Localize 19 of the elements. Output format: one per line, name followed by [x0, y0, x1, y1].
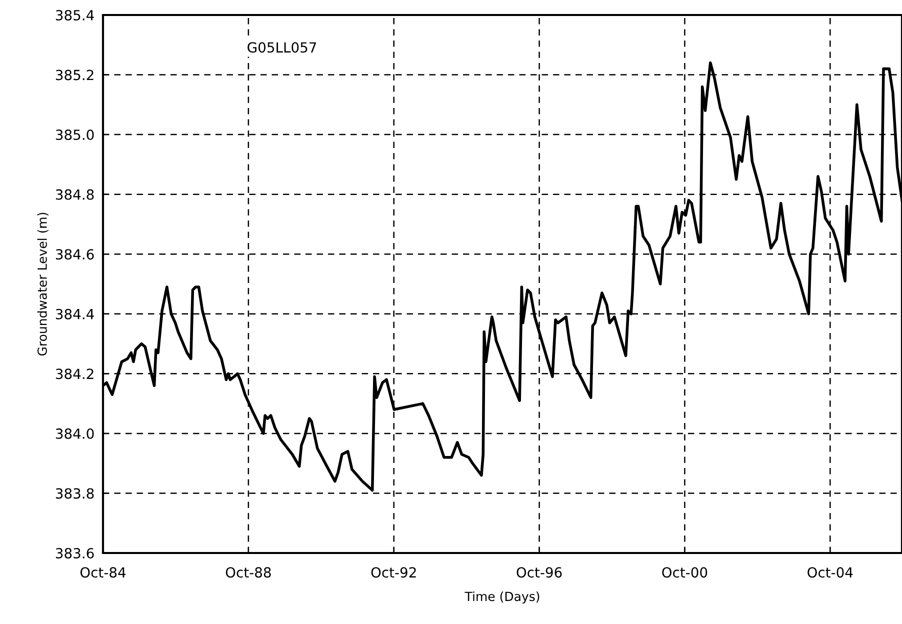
x-tick-label: Oct-88	[226, 567, 271, 578]
annotation: G05LL057	[248, 42, 316, 53]
y-tick-label: 384.8	[56, 189, 94, 200]
x-axis-title: Time (Days)	[464, 591, 540, 604]
y-tick-label: 384.6	[56, 249, 94, 260]
y-tick-label: 385.2	[56, 70, 94, 80]
y-tick-label: 385.4	[56, 10, 94, 20]
x-tick-label: Oct-92	[371, 567, 416, 578]
y-axis-title: Groundwater Level (m)	[37, 212, 48, 356]
y-tick-label: 383.6	[56, 548, 94, 558]
x-tick-label: Oct-84	[80, 567, 126, 578]
x-tick-label: Oct-96	[516, 567, 562, 578]
y-tick-label: 384.2	[56, 368, 94, 380]
y-tick-label: 384.4	[56, 308, 94, 320]
y-tick-label: 384.0	[56, 428, 94, 439]
x-tick-label: Oct-04	[808, 567, 853, 578]
y-tick-label: 385.0	[56, 130, 94, 140]
x-tick-label: Oct-00	[662, 567, 708, 578]
y-tick-label: 383.8	[56, 488, 94, 499]
